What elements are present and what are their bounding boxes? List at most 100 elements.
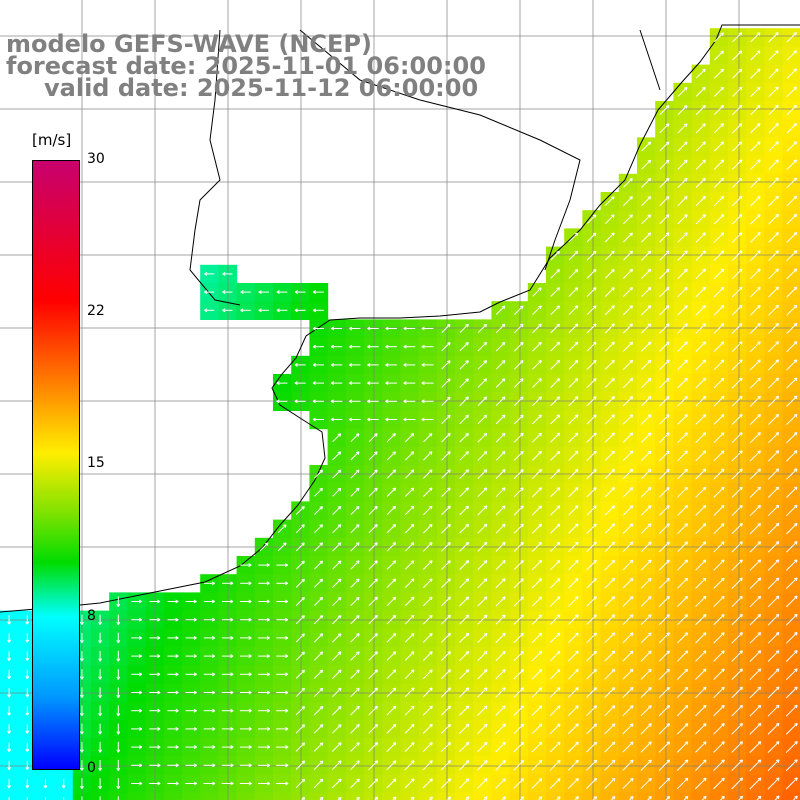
wind-arrow (568, 614, 579, 625)
wind-arrow (731, 541, 743, 553)
wind-arrow (531, 505, 542, 516)
wind-arrow (440, 669, 451, 680)
wind-arrow (350, 687, 360, 698)
wind-arrow (312, 362, 324, 367)
wind-arrow (677, 632, 689, 644)
wind-arrow (786, 541, 798, 553)
wind-arrow (731, 468, 743, 480)
wind-arrow (222, 290, 233, 295)
wind-arrow (749, 722, 762, 735)
wind-arrow (568, 359, 579, 370)
wind-arrow (441, 596, 451, 607)
wind-arrow (622, 759, 634, 771)
wind-arrow (495, 323, 506, 334)
wind-arrow (531, 650, 543, 662)
wind-arrow (731, 323, 743, 334)
wind-arrow (604, 777, 616, 789)
wind-arrow (477, 396, 488, 406)
wind-arrow (167, 726, 179, 731)
wind-arrow (659, 359, 670, 371)
wind-arrow (604, 741, 616, 753)
wind-arrow (604, 232, 615, 243)
wind-arrow (786, 486, 798, 498)
wind-arrow (713, 541, 725, 553)
wind-arrow (332, 724, 342, 734)
wind-arrow (240, 690, 252, 695)
wind-arrow (167, 690, 179, 695)
wind-arrow (7, 760, 12, 771)
wind-arrow (459, 396, 469, 406)
wind-arrow (550, 305, 560, 316)
wind-arrow (677, 305, 688, 316)
wind-arrow (368, 724, 378, 734)
wind-arrow (350, 633, 360, 643)
wind-arrow (749, 395, 761, 407)
wind-arrow (676, 705, 689, 717)
wind-arrow (641, 268, 652, 279)
wind-arrow (514, 323, 524, 334)
wind-arrow (368, 596, 378, 607)
wind-arrow (640, 668, 652, 680)
wind-arrow (386, 778, 397, 789)
wind-arrow (513, 541, 524, 552)
wind-arrow (422, 742, 433, 753)
wind-arrow (640, 686, 652, 698)
country-border (189, 29, 241, 306)
wind-arrow (749, 777, 762, 790)
wind-arrow (641, 377, 652, 389)
wind-arrow (513, 596, 524, 607)
wind-arrow (185, 690, 197, 695)
wind-arrow (622, 741, 634, 753)
wind-arrow (204, 271, 215, 276)
wind-arrow (446, 796, 452, 800)
wind-arrow (386, 651, 397, 661)
wind-arrow (622, 650, 634, 662)
wind-arrow (713, 632, 725, 644)
wind-arrow (768, 286, 779, 298)
wind-arrow (622, 414, 634, 425)
wind-arrow (695, 395, 707, 407)
wind-arrow (713, 286, 725, 298)
wind-arrow (98, 778, 103, 790)
wind-speed-cell (637, 792, 656, 800)
wind-arrow (386, 687, 397, 698)
wind-arrow (98, 723, 103, 735)
wind-arrow (677, 414, 688, 425)
wind-arrow (549, 705, 561, 716)
wind-arrow (604, 650, 616, 662)
wind-arrow (786, 522, 798, 535)
wind-arrow (677, 523, 688, 535)
wind-arrow (240, 617, 252, 622)
wind-arrow (295, 596, 305, 606)
wind-arrow (768, 159, 779, 170)
wind-arrow (659, 286, 670, 298)
wind-arrow (749, 595, 762, 608)
wind-arrow (731, 268, 743, 280)
wind-arrow (732, 86, 743, 97)
wind-arrow (239, 745, 252, 750)
wind-arrow (531, 469, 542, 480)
wind-arrow (131, 617, 142, 622)
wind-arrow (786, 504, 798, 517)
wind-arrow (713, 468, 725, 480)
wind-arrow (695, 541, 707, 553)
wind-arrow (116, 596, 121, 607)
wind-arrow (313, 669, 324, 679)
wind-arrow (368, 760, 379, 771)
wind-arrow (658, 523, 670, 535)
wind-arrow (713, 341, 725, 352)
wind-arrow (731, 559, 743, 571)
wind-arrow (785, 704, 798, 717)
wind-arrow (403, 417, 416, 422)
wind-arrow (477, 632, 488, 643)
wind-arrow (640, 450, 652, 462)
wind-arrow (586, 214, 597, 225)
wind-arrow (149, 672, 161, 677)
wind-arrow (713, 523, 725, 535)
wind-arrow (386, 723, 397, 734)
wind-arrow (676, 723, 689, 735)
wind-arrow (586, 705, 597, 717)
wind-arrow (276, 763, 289, 768)
wind-arrow (149, 708, 161, 713)
wind-arrow (386, 505, 396, 516)
